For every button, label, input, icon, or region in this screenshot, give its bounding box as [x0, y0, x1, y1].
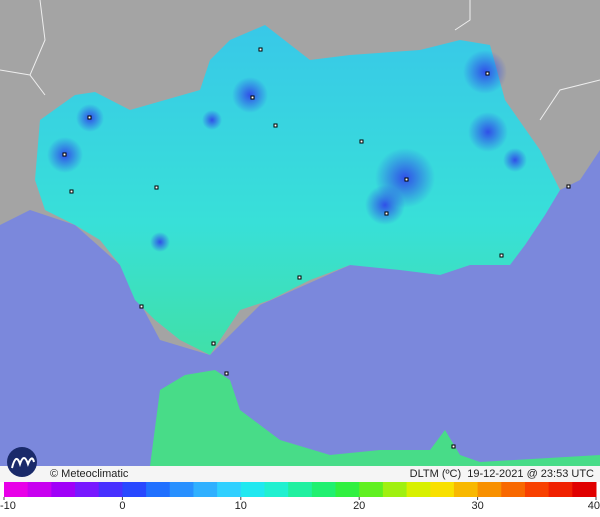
colorbar-cell [501, 482, 526, 497]
logo [7, 447, 37, 477]
colorbar-cell [146, 482, 171, 497]
colorbar-label: 0 [119, 500, 125, 512]
caption-bar [0, 466, 600, 482]
colorbar-cell [548, 482, 573, 497]
colorbar-cell [288, 482, 313, 497]
colorbar-cell [98, 482, 123, 497]
colorbar-cell [572, 482, 597, 497]
morocco [150, 370, 600, 466]
cold-spots [47, 50, 527, 252]
stations [62, 47, 571, 449]
colorbar-cell [311, 482, 337, 497]
colorbar-cell [169, 482, 194, 497]
colorbar-cell [240, 482, 265, 497]
colorbar-cell [122, 482, 147, 497]
colorbar: -10 0 10 20 30 40 [0, 482, 600, 512]
colorbar-label: 10 [235, 500, 247, 512]
colorbar-cell [406, 482, 431, 497]
credit: © Meteoclimatic [50, 468, 129, 480]
colorbar-cell [430, 482, 455, 497]
colorbar-cell [4, 482, 29, 497]
colorbar-cell [382, 482, 408, 497]
colorbar-label: 20 [353, 500, 365, 512]
colorbar-cell [477, 482, 502, 497]
colorbar-cell [193, 482, 218, 497]
colorbar-label: 40 [588, 500, 600, 512]
colorbar-cell [524, 482, 550, 497]
colorbar-cell [335, 482, 360, 497]
colorbar-cell [51, 482, 76, 497]
sea [0, 150, 600, 466]
colorbar-cell [217, 482, 242, 497]
colorbar-cell [75, 482, 100, 497]
colorbar-cell [359, 482, 384, 497]
colorbar-label: 30 [471, 500, 483, 512]
colorbar-cell [453, 482, 479, 497]
borders [0, 0, 600, 121]
colorbar-cell [27, 482, 52, 497]
caption: DLTM (ºC) 19-12-2021 @ 23:53 UTC [410, 468, 594, 480]
colorbar-cell [264, 482, 289, 497]
andalusia [35, 25, 560, 355]
colorbar-label: -10 [0, 500, 16, 512]
